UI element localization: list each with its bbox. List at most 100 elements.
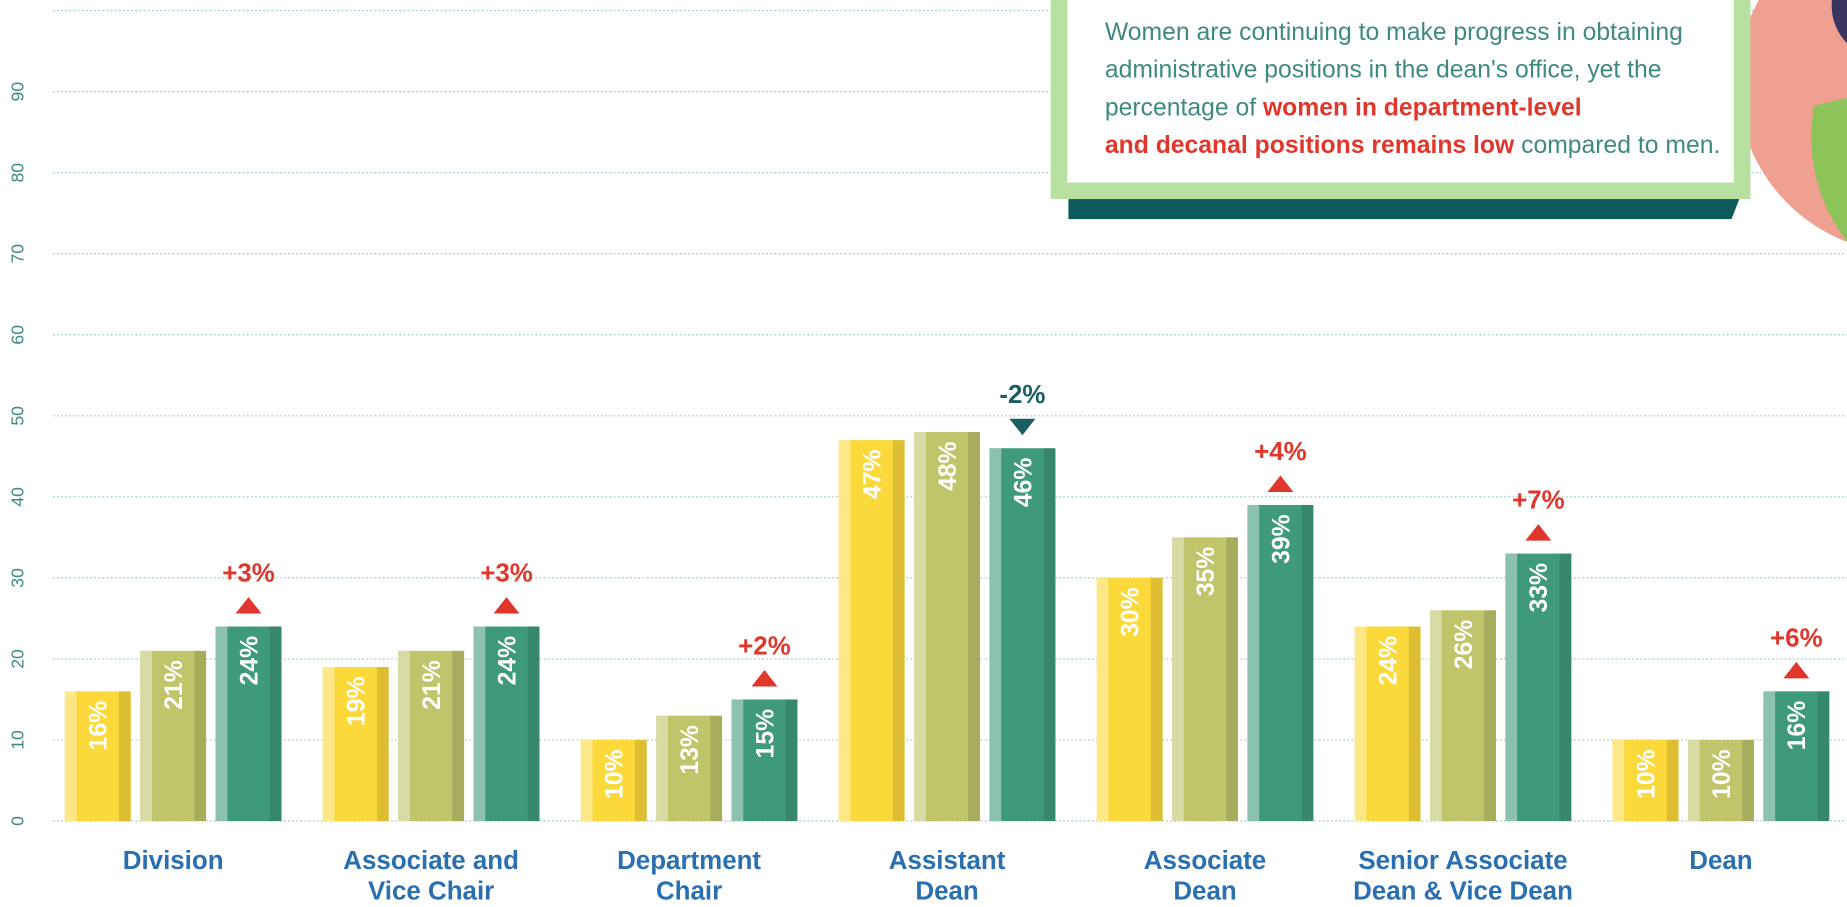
bar-shade	[118, 691, 131, 822]
x-tick-label: Department	[617, 847, 761, 875]
value-label: 47%	[860, 450, 887, 499]
value-label: 10%	[602, 749, 629, 798]
bar-shade	[1408, 626, 1421, 822]
bar-group	[731, 699, 798, 822]
bar-highlight	[580, 739, 593, 822]
bar-group	[656, 715, 723, 822]
bar-shade	[1043, 448, 1056, 822]
bar	[64, 691, 131, 822]
bar-group	[398, 650, 465, 822]
x-tick-label: Dean & Vice Dean	[1353, 878, 1573, 906]
bar	[1430, 610, 1496, 822]
value-label: 13%	[677, 725, 704, 774]
y-tick-label: 90	[8, 82, 28, 102]
bar-group	[1430, 610, 1496, 822]
change-arrow	[751, 670, 778, 687]
y-tick-label: 20	[8, 649, 28, 669]
bar-highlight	[1505, 553, 1518, 822]
bar-group	[215, 626, 282, 822]
change-arrow	[1009, 418, 1036, 436]
value-label: 16%	[86, 701, 113, 750]
bar-group	[1763, 691, 1830, 822]
bar-shade	[785, 699, 798, 822]
x-tick-label: Dean	[915, 878, 978, 906]
value-label: 30%	[1118, 587, 1145, 636]
bar	[1247, 504, 1314, 822]
change-arrow	[1267, 475, 1294, 492]
value-label: 15%	[752, 709, 779, 758]
value-label: 24%	[1375, 636, 1402, 685]
x-tick-label: Chair	[656, 878, 722, 906]
bar-highlight	[1354, 626, 1367, 822]
bar-group	[64, 691, 131, 822]
value-label: 24%	[494, 636, 521, 685]
value-label: 24%	[236, 636, 263, 685]
bar-highlight	[1096, 577, 1109, 822]
note-line: percentage of women in department-level	[1105, 94, 1582, 121]
value-label: 16%	[1784, 701, 1811, 750]
y-tick-label: 80	[8, 163, 28, 183]
bar-highlight	[1612, 739, 1625, 822]
bar	[1354, 626, 1421, 822]
bar-highlight	[1687, 739, 1700, 822]
bar-highlight	[473, 626, 486, 822]
y-tick-label: 30	[8, 568, 28, 588]
note-line: Women are continuing to make progress in…	[1105, 19, 1683, 46]
x-tick-label: Senior Associate	[1358, 847, 1567, 875]
y-tick-label: 60	[8, 325, 28, 345]
bar-shade	[1559, 553, 1572, 822]
bar-shade	[527, 626, 540, 822]
bar-highlight	[1172, 537, 1184, 822]
x-tick-label: Assistant	[889, 847, 1006, 875]
bar	[215, 626, 282, 822]
note-box	[1050, 0, 1751, 220]
note-part: percentage of	[1105, 94, 1263, 121]
change-label: +3%	[222, 560, 275, 588]
bar-group	[1687, 739, 1754, 822]
bar-shade	[892, 440, 905, 822]
bar	[140, 650, 207, 822]
bar	[1687, 739, 1754, 822]
bar-group	[140, 650, 207, 822]
bar	[838, 440, 905, 822]
bar	[731, 699, 798, 822]
bar	[1096, 577, 1163, 822]
bar-group	[914, 432, 981, 822]
bar-highlight	[914, 432, 926, 822]
bar	[1763, 691, 1830, 822]
bar-group	[1247, 504, 1314, 822]
x-tick-label: Division	[123, 847, 224, 875]
value-label: 10%	[1633, 749, 1660, 798]
y-tick-label: 10	[8, 730, 28, 750]
change-label: +2%	[738, 632, 791, 660]
bar-highlight	[215, 626, 228, 822]
bar-highlight	[838, 440, 851, 822]
bar-group	[473, 626, 540, 822]
bar-highlight	[1430, 610, 1442, 822]
bar	[914, 432, 981, 822]
value-label: 10%	[1709, 749, 1736, 798]
note-part: and decanal positions remains low	[1105, 132, 1521, 159]
x-tick-label: Associate and	[343, 847, 519, 875]
value-label: 35%	[1193, 547, 1220, 596]
bar-shade	[1742, 739, 1754, 822]
bar-group	[838, 440, 905, 822]
bar-group	[322, 667, 389, 822]
bar-highlight	[1247, 504, 1260, 822]
note-line: and decanal positions remains low compar…	[1105, 132, 1720, 159]
bar-shade	[1817, 691, 1830, 822]
change-label: +3%	[480, 560, 533, 588]
bar-shade	[710, 715, 723, 822]
bar-shade	[1226, 537, 1239, 822]
x-tick-label: Associate	[1144, 847, 1266, 875]
x-tick-label: Vice Chair	[368, 878, 494, 906]
bar-group	[1612, 739, 1679, 822]
bar-highlight	[64, 691, 77, 822]
bar-group	[1354, 626, 1421, 822]
y-tick-label: 40	[8, 487, 28, 507]
value-label: 26%	[1451, 620, 1478, 669]
value-label: 33%	[1526, 563, 1553, 612]
value-label: 21%	[161, 660, 188, 709]
